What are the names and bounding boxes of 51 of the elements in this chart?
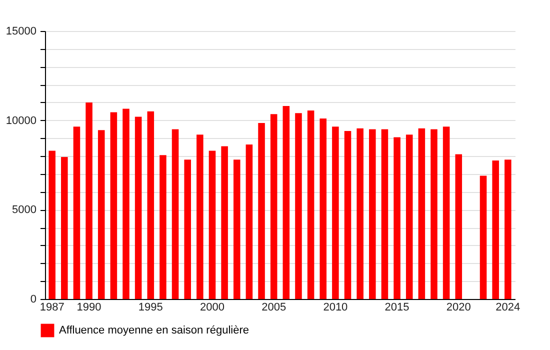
- x-tick-label: 1995: [138, 302, 163, 314]
- bar: [98, 130, 105, 299]
- bar: [233, 160, 240, 299]
- bar: [110, 112, 118, 299]
- bar: [307, 110, 314, 299]
- bar: [122, 108, 130, 299]
- x-tick-label: 1990: [76, 302, 102, 314]
- x-tick-label: 2024: [496, 302, 520, 314]
- bar: [344, 131, 352, 299]
- bar: [295, 113, 302, 299]
- bar: [258, 123, 265, 299]
- y-tick-label: 10000: [6, 114, 36, 127]
- bar: [369, 129, 376, 299]
- bar: [270, 114, 278, 299]
- bar: [480, 176, 487, 299]
- x-tick-label: 2000: [200, 302, 224, 314]
- bar: [442, 126, 450, 299]
- x-tick-label: 2020: [446, 302, 471, 314]
- x-tick-label: 2015: [384, 302, 410, 314]
- bar: [160, 155, 166, 299]
- x-tick-label: 2010: [323, 302, 348, 314]
- bar: [455, 154, 462, 299]
- bar: [184, 160, 191, 299]
- x-tick-label: 2005: [262, 302, 286, 314]
- bar: [208, 150, 216, 299]
- bar: [86, 102, 92, 299]
- bar: [418, 128, 426, 299]
- bar: [282, 106, 290, 299]
- y-tick-label: 0: [30, 294, 36, 306]
- bar: [246, 144, 253, 299]
- x-tick-label: 1987: [40, 302, 64, 314]
- bar: [196, 134, 204, 299]
- y-tick-label: 5000: [12, 204, 36, 216]
- bar: [406, 134, 413, 299]
- bar: [504, 160, 512, 299]
- bar: [356, 128, 364, 299]
- bar: [332, 126, 339, 299]
- y-tick-label: 15000: [6, 26, 36, 38]
- bar: [320, 118, 327, 299]
- bar: [381, 129, 388, 299]
- legend-label: Affluence moyenne en saison régulière: [59, 324, 249, 336]
- bar: [394, 137, 400, 299]
- bar: [221, 146, 228, 299]
- bar: [134, 116, 142, 299]
- bar: [73, 126, 80, 299]
- bar: [492, 160, 499, 299]
- bar: [172, 129, 179, 299]
- bar: [61, 156, 68, 299]
- bar: [48, 150, 56, 299]
- bar: [430, 129, 438, 299]
- bar: [147, 111, 154, 299]
